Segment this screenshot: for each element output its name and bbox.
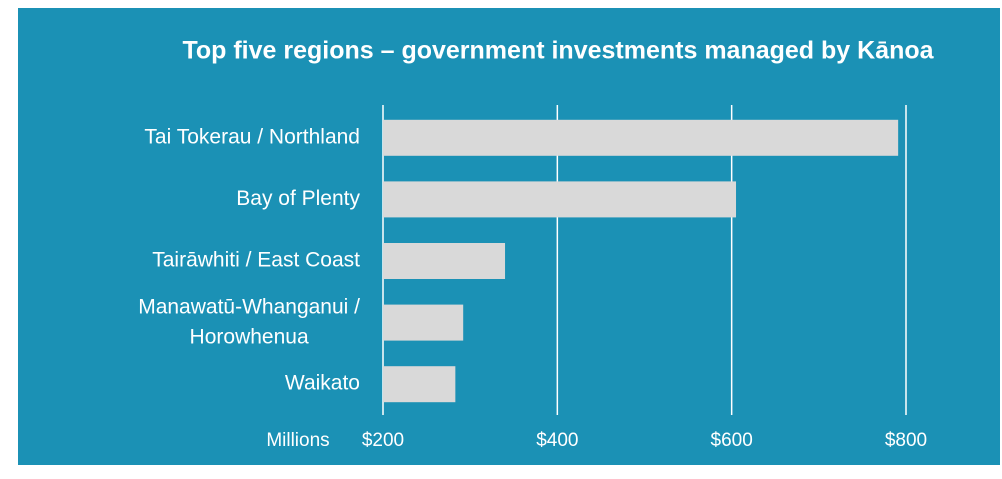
- bar: [383, 181, 737, 218]
- x-tick-label: $600: [711, 430, 753, 451]
- bar: [383, 243, 506, 279]
- x-tick-label: $200: [362, 430, 404, 451]
- bar: [383, 366, 456, 403]
- y-tick-label: Tairāwhiti / East Coast: [152, 249, 360, 272]
- x-tick-label: $800: [885, 430, 927, 451]
- y-tick-label: Bay of Plenty: [236, 187, 360, 210]
- chart-title: Top five regions – government investment…: [182, 37, 934, 65]
- bar: [383, 304, 464, 341]
- x-tick-label: $400: [536, 430, 578, 451]
- y-tick-label: Waikato: [285, 372, 360, 395]
- y-tick-label: Tai Tokerau / Northland: [144, 125, 360, 148]
- y-tick-label: Manawatū-Whanganui / Horowhenua: [138, 295, 360, 348]
- chart-background: [18, 8, 1000, 465]
- bar: [383, 119, 899, 156]
- x-axis-label: Millions: [266, 430, 329, 451]
